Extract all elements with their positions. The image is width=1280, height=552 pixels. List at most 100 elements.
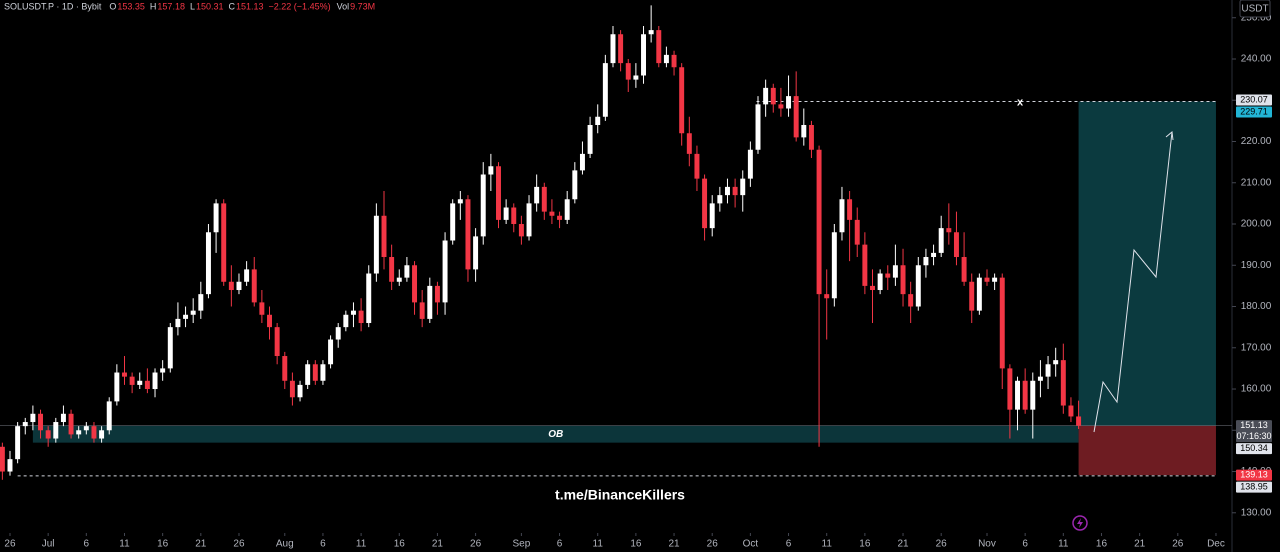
- price-tag: [1236, 481, 1272, 493]
- x-tick-label: 26: [233, 539, 245, 550]
- candle-body: [679, 67, 685, 134]
- x-tick-label: 16: [859, 539, 871, 550]
- x-tick-label: Dec: [1207, 539, 1225, 550]
- candle-body: [671, 54, 677, 68]
- candle-body: [396, 277, 402, 282]
- candle-body: [648, 30, 654, 35]
- candle-body: [15, 426, 21, 460]
- candle-body: [60, 413, 66, 423]
- candle-body: [83, 426, 89, 431]
- currency-box[interactable]: [1239, 0, 1271, 18]
- candle-body: [289, 380, 295, 398]
- candle-body: [152, 372, 158, 390]
- x-tick-label: 26: [470, 539, 482, 550]
- candle-body: [122, 372, 127, 377]
- change: −2.22 (−1.45%): [269, 1, 331, 11]
- candle-body: [923, 257, 929, 266]
- x-tick-label: 21: [195, 539, 207, 550]
- candle-body: [221, 203, 227, 282]
- candle-body: [366, 273, 372, 324]
- alert-icon[interactable]: [1072, 515, 1088, 531]
- x-tick-label: 21: [432, 539, 444, 550]
- x-tick-label: Nov: [978, 539, 996, 550]
- y-tick-label: 200.00: [1241, 219, 1272, 230]
- y-tick-label: 250.00: [1241, 12, 1272, 23]
- candle-body: [205, 232, 211, 295]
- x-tick-label: 6: [1022, 539, 1028, 550]
- price-tag-label: 151.13: [1240, 420, 1268, 430]
- candle-body: [732, 186, 738, 196]
- candle-body: [755, 104, 761, 150]
- candle-body: [198, 294, 204, 311]
- candle-body: [183, 314, 189, 319]
- x-tick-label: 6: [557, 539, 563, 550]
- candle-body: [259, 302, 265, 315]
- candle-body: [747, 149, 753, 179]
- candle-body: [1060, 360, 1066, 406]
- x-tick-label: 16: [157, 539, 169, 550]
- candle-body: [1037, 376, 1043, 381]
- candle-body: [335, 327, 341, 340]
- ohlc-key: L: [190, 1, 195, 11]
- candle-body: [389, 257, 395, 282]
- candle-body: [45, 430, 51, 439]
- x-tick-label: 26: [707, 539, 719, 550]
- candle-body: [511, 207, 517, 225]
- price-tag: [1236, 443, 1272, 455]
- candle-body: [526, 203, 532, 237]
- candle-body: [282, 356, 288, 381]
- watermark: t.me/BinanceKillers: [555, 487, 685, 503]
- candle-body: [915, 265, 921, 307]
- candle-body: [473, 236, 479, 270]
- x-tick-label: Jul: [42, 539, 55, 550]
- candle-body: [870, 285, 875, 291]
- candle-body: [144, 380, 150, 390]
- symbol: SOLUSDT.P · 1D · Bybit: [4, 1, 102, 11]
- candle-body: [305, 364, 311, 385]
- price-tag-label: 150.34: [1240, 443, 1268, 453]
- candle-body: [694, 153, 700, 179]
- x-tick-label: Aug: [276, 539, 294, 550]
- y-tick-label: 160.00: [1241, 384, 1272, 395]
- candle-body: [496, 166, 501, 220]
- candle-body: [976, 277, 982, 311]
- candle-body: [892, 265, 898, 278]
- price-tag: [1236, 106, 1272, 118]
- y-tick-label: 220.00: [1241, 136, 1272, 147]
- candle-body: [839, 199, 845, 233]
- price-tag-label: 230.07: [1240, 94, 1268, 104]
- candle-body: [602, 63, 608, 117]
- candle-body: [274, 327, 280, 357]
- candle-body: [91, 426, 97, 439]
- candle-body: [618, 34, 624, 64]
- candle-body: [244, 269, 250, 282]
- ohlc-header: O 153.35 H 157.18 L 150.31 C 151.13 −2.22 (−1.45…: [109, 1, 375, 11]
- candle-body: [877, 273, 883, 291]
- price-tag: [1236, 94, 1272, 106]
- ohlc-key: C: [229, 1, 236, 11]
- x-tick-label: 6: [320, 539, 326, 550]
- candle-body: [541, 186, 547, 212]
- candle-body: [633, 75, 639, 80]
- candle-body: [740, 178, 746, 196]
- y-tick-label: 130.00: [1241, 507, 1272, 518]
- candle-body: [99, 430, 105, 439]
- x-tick-label: 26: [1172, 539, 1184, 550]
- candle-body: [656, 30, 662, 64]
- candle-body: [76, 430, 82, 435]
- price-tag: [1236, 420, 1272, 443]
- y-tick-label: 190.00: [1241, 260, 1272, 271]
- candle-body: [625, 63, 631, 80]
- volume: 9.73M: [350, 1, 375, 11]
- candle-body: [160, 368, 166, 373]
- candle-body: [434, 285, 440, 303]
- candle-body: [68, 413, 74, 435]
- price-tag: [1236, 469, 1272, 481]
- x-tick-label: 11: [1058, 539, 1069, 550]
- x-tick-label: 6: [786, 539, 792, 550]
- y-tick-label: 210.00: [1241, 177, 1272, 188]
- candles: [0, 5, 1082, 480]
- ohlc-key: H: [150, 1, 157, 11]
